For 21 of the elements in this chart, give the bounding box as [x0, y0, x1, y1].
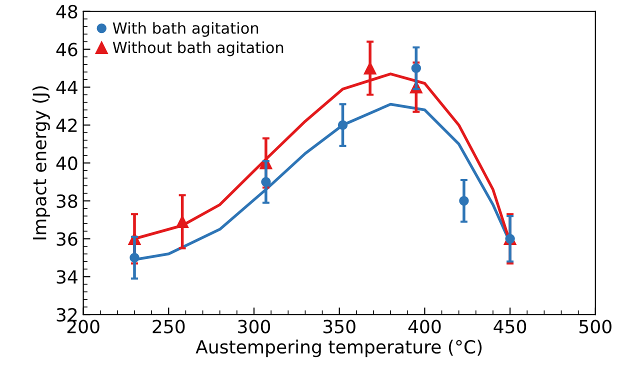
- y-tick-label: 48: [56, 4, 78, 18]
- x-tick-label: 250: [152, 320, 185, 334]
- x-tick-label: 350: [323, 320, 356, 334]
- x-axis-title: Austempering temperature (°C): [196, 340, 482, 358]
- y-tick-label: 42: [56, 118, 77, 132]
- x-tick-label: 200: [67, 320, 100, 334]
- x-tick-label: 500: [580, 320, 612, 334]
- y-tick-label: 36: [56, 232, 78, 246]
- x-tick-label: 450: [494, 320, 526, 334]
- y-tick-label: 40: [56, 156, 78, 170]
- x-tick-label: 400: [408, 320, 441, 334]
- y-tick-label: 34: [56, 270, 78, 284]
- y-tick-label: 44: [56, 80, 78, 94]
- y-axis-title: Impact energy (J): [32, 86, 50, 240]
- y-tick-label: 38: [56, 194, 78, 208]
- legend-label: Without bath agitation: [112, 41, 284, 56]
- point: [459, 196, 469, 206]
- legend-label: With bath agitation: [112, 22, 258, 37]
- point: [338, 120, 348, 130]
- y-tick-label: 46: [56, 42, 78, 56]
- x-tick-label: 300: [238, 320, 270, 334]
